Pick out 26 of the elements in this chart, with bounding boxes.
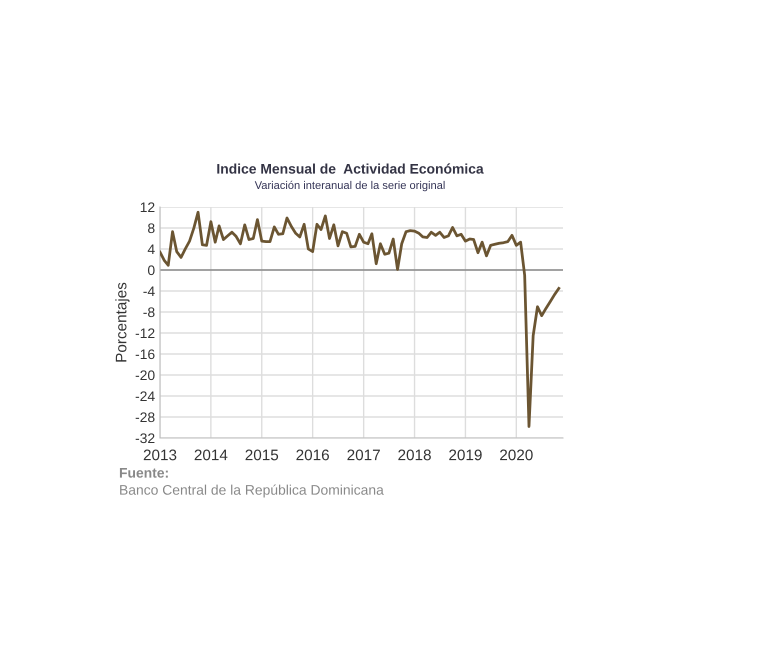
chart-title: Indice Mensual de Actividad Económica (217, 163, 484, 174)
chart-subtitle: Variación interanual de la serie original (254, 180, 445, 192)
y-tick-label: 0 (148, 265, 155, 276)
source-note: Fuente: (120, 468, 168, 478)
y-tick-label: -16 (136, 349, 155, 360)
x-tick-label: 2015 (246, 450, 278, 460)
x-tick-label: 2019 (449, 450, 482, 460)
y-tick-label: -32 (136, 433, 154, 444)
y-tick-label: -12 (136, 328, 154, 338)
y-axis-title: Porcentajes (115, 282, 130, 362)
x-tick-label: 2018 (398, 450, 431, 460)
x-tick-label: 2016 (296, 450, 329, 460)
y-tick-label: 4 (148, 244, 155, 254)
x-tick-label: 2013 (144, 450, 176, 460)
y-tick-label: -8 (143, 307, 155, 318)
y-tick-label: -24 (136, 391, 155, 402)
y-tick-label: -20 (136, 370, 155, 380)
x-tick-label: 2014 (194, 450, 228, 460)
y-tick-label: -4 (143, 286, 155, 296)
y-tick-label: -28 (136, 412, 155, 422)
x-tick-label: 2017 (347, 450, 380, 460)
y-tick-label: 8 (148, 223, 155, 234)
y-tick-label: 12 (140, 202, 154, 212)
x-tick-label: 2020 (500, 450, 533, 460)
line-series (160, 210, 560, 428)
text: Banco Central de la República Dominicana (120, 484, 384, 498)
